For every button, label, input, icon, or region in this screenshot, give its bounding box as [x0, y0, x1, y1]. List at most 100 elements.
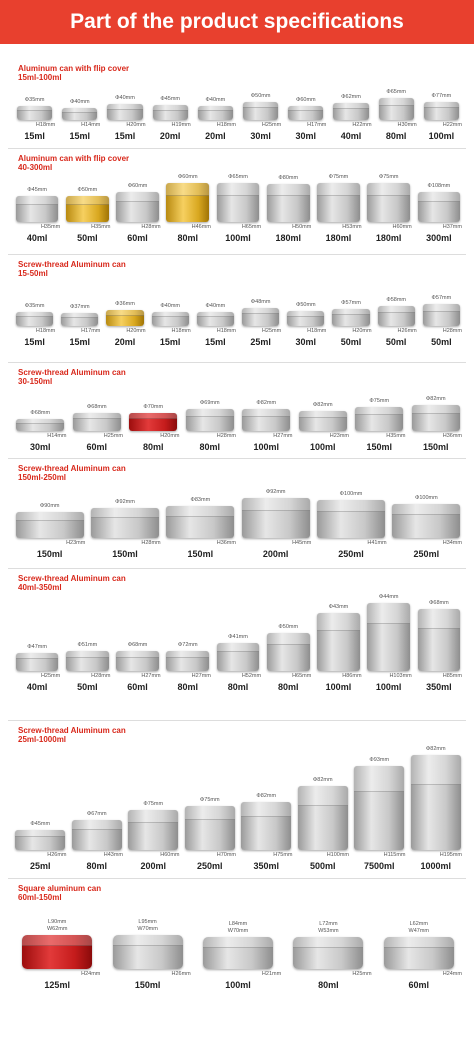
volume-label: 100ml	[375, 682, 402, 692]
product: Φ36mm H20mm	[102, 280, 147, 335]
volume-label: 180ml	[275, 233, 301, 243]
size-label: W70mm	[137, 926, 158, 932]
volume-label: 100ml	[225, 980, 251, 990]
can-lid	[107, 104, 143, 110]
height-label: H65mm	[241, 224, 262, 230]
size-label: Φ100mm	[414, 495, 438, 501]
size-label: Φ75mm	[328, 174, 349, 180]
volume-label: 60ml	[127, 682, 148, 692]
volume-label: 250ml	[196, 861, 223, 871]
volume-label: 100ml	[225, 233, 251, 243]
height-label: H35mm	[91, 224, 111, 230]
height-label: H20mm	[126, 122, 146, 128]
product: Φ75mm H70mm	[182, 746, 239, 859]
size-label: Φ82mm	[312, 777, 333, 783]
height-label: H23mm	[66, 540, 86, 546]
volume-label: 80ml	[86, 861, 107, 871]
section-title: Aluminum can with flip cover 15ml-100ml	[18, 64, 129, 82]
can-image	[15, 196, 59, 222]
size-label: Φ45mm	[30, 821, 51, 827]
can-image	[185, 409, 234, 431]
height-label: H26mm	[171, 971, 191, 977]
section-title-line: Aluminum can with flip cover	[18, 64, 130, 73]
can-image	[422, 304, 460, 326]
height-label: H27mm	[141, 673, 161, 679]
size-label: Φ50mm	[295, 302, 316, 308]
can-image	[392, 504, 461, 538]
height-label: H28mm	[442, 328, 462, 334]
can-image	[293, 937, 364, 969]
volume-label: 150ml	[366, 442, 393, 452]
size-label: Φ43mm	[328, 604, 349, 610]
volume-label: 20ml	[114, 337, 136, 347]
product: Φ100mm H34mm	[389, 484, 464, 547]
can-lid	[112, 935, 183, 947]
size-label: Φ93mm	[369, 757, 390, 763]
height-label: H60mm	[392, 224, 412, 230]
volume-label: 300ml	[426, 233, 452, 243]
volume-label: 80ml	[177, 233, 199, 243]
volume-label: 150ml	[134, 980, 161, 990]
can-image	[317, 500, 385, 538]
volume-label: 15ml	[159, 337, 181, 347]
volume-label: 80ml	[227, 682, 249, 692]
product: Φ75mm H60mm	[125, 746, 182, 859]
size-label: Φ100mm	[339, 491, 363, 497]
height-label: H28mm	[216, 433, 236, 439]
can-lid	[317, 183, 360, 196]
volume-label: 150ml	[36, 549, 63, 559]
height-label: H28mm	[141, 540, 161, 546]
can-image	[166, 183, 210, 222]
can-image	[367, 603, 410, 671]
product: Φ92mm H28mm	[87, 484, 162, 547]
volume-label: 100ml	[325, 682, 352, 692]
size-label: Φ40mm	[115, 95, 135, 101]
volume-label: 80ml	[177, 682, 199, 692]
size-label: Φ77mm	[431, 93, 452, 99]
size-label: Φ40mm	[205, 97, 226, 103]
can-image	[423, 102, 460, 120]
size-label: Φ47mm	[27, 644, 47, 650]
can-lid	[423, 102, 460, 109]
product: Φ68mm H85mm	[414, 594, 464, 680]
can-lid	[378, 98, 414, 106]
size-label: Φ35mm	[24, 303, 45, 309]
height-label: H14mm	[81, 122, 101, 128]
volume-label: 80ml	[142, 442, 164, 452]
product: Φ82mm H36mm	[408, 388, 465, 440]
volume-label: 7500ml	[363, 861, 395, 871]
height-label: H23mm	[329, 433, 349, 439]
can-lid	[202, 937, 273, 948]
separator	[8, 254, 466, 255]
product: Φ50mm H35mm	[62, 174, 112, 231]
can-image	[241, 802, 292, 850]
size-label: Φ50mm	[77, 187, 98, 193]
can-image	[112, 935, 183, 969]
height-label: H25mm	[103, 433, 123, 439]
can-image	[410, 755, 461, 850]
can-image	[91, 508, 159, 538]
height-label: H30mm	[397, 122, 417, 128]
size-label: Φ82mm	[312, 402, 333, 408]
volume-label: 350ml	[426, 682, 452, 692]
can-lid	[61, 313, 99, 318]
can-lid	[298, 411, 347, 418]
section-title-line: 15-50ml	[18, 269, 48, 278]
section-title: Aluminum can with flip cover 40-300ml	[18, 154, 129, 172]
can-lid	[15, 512, 84, 521]
can-image	[65, 651, 109, 671]
size-label: Φ60mm	[177, 174, 198, 180]
size-label: Φ68mm	[30, 410, 51, 416]
can-image	[383, 937, 454, 969]
volume-label: 60ml	[408, 980, 430, 990]
volume-label: 15ml	[24, 131, 45, 141]
can-lid	[422, 304, 460, 312]
size-label: Φ92mm	[115, 499, 135, 505]
can-lid	[332, 309, 370, 316]
height-label: H18mm	[35, 328, 56, 334]
section-title-line: 15ml-100ml	[18, 73, 62, 82]
size-label: Φ37mm	[69, 304, 90, 310]
volume-label: 150ml	[112, 549, 138, 559]
height-label: H75mm	[273, 852, 293, 858]
height-label: H19mm	[171, 122, 191, 128]
